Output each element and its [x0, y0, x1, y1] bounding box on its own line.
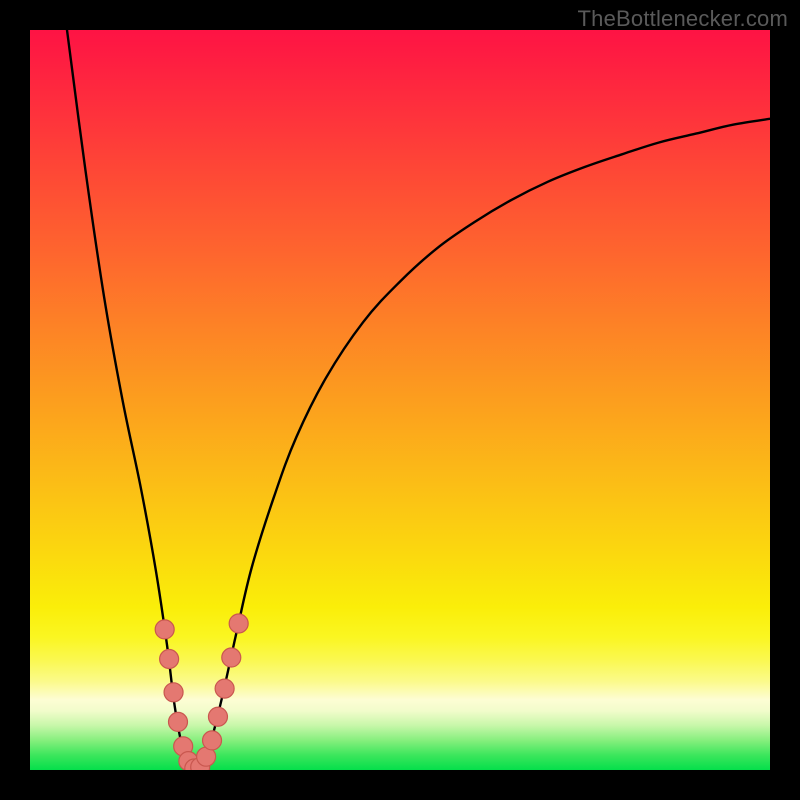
- curve-marker: [203, 731, 222, 750]
- curve-marker: [229, 614, 248, 633]
- curve-marker: [169, 712, 188, 731]
- watermark-text: TheBottlenecker.com: [578, 6, 788, 32]
- curve-marker: [222, 648, 241, 667]
- chart-svg: [0, 0, 800, 800]
- curve-marker: [215, 679, 234, 698]
- curve-marker: [160, 650, 179, 669]
- plot-background: [30, 30, 770, 770]
- curve-marker: [164, 683, 183, 702]
- bottleneck-chart: TheBottlenecker.com: [0, 0, 800, 800]
- curve-marker: [155, 620, 174, 639]
- curve-marker: [208, 707, 227, 726]
